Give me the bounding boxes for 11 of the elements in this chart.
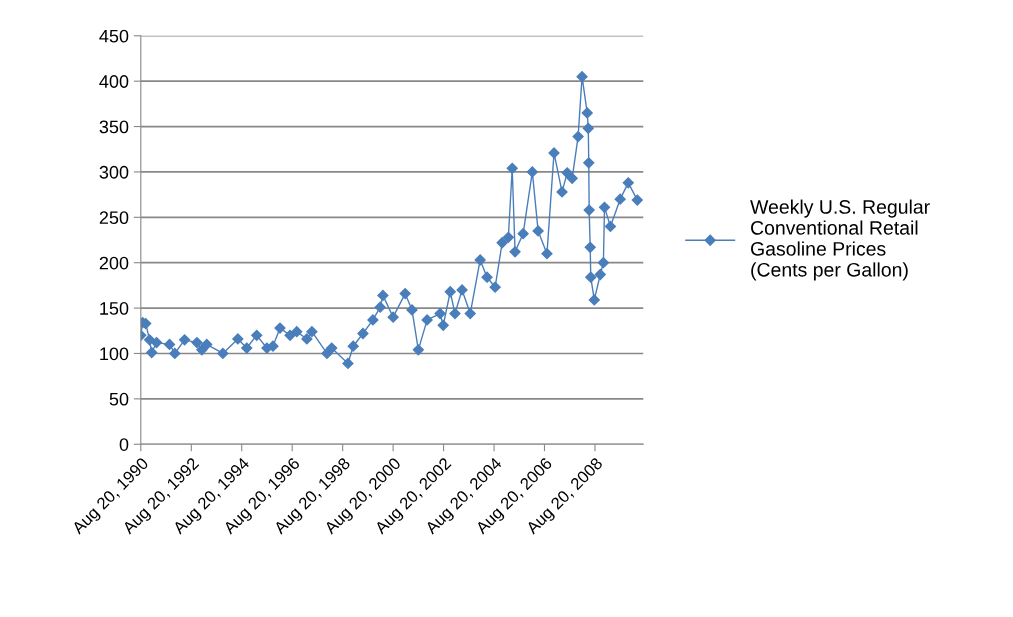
y-tick-label: 50 [109,392,129,406]
legend-label: Weekly U.S. Regular Conventional Retail Gasoline Prices (Cents per Gallon) [750,199,930,281]
y-tick-label: 400 [99,75,129,88]
y-tick-label: 0 [119,438,129,451]
y-tick-label: 300 [99,165,129,179]
y-tick-label: 450 [99,29,129,43]
y-tick-label: 100 [100,347,129,361]
y-tick-label: 350 [99,120,129,134]
y-tick-label: 150 [100,302,129,315]
y-tick-label: 200 [99,256,129,270]
y-tick-label: 250 [99,211,129,225]
